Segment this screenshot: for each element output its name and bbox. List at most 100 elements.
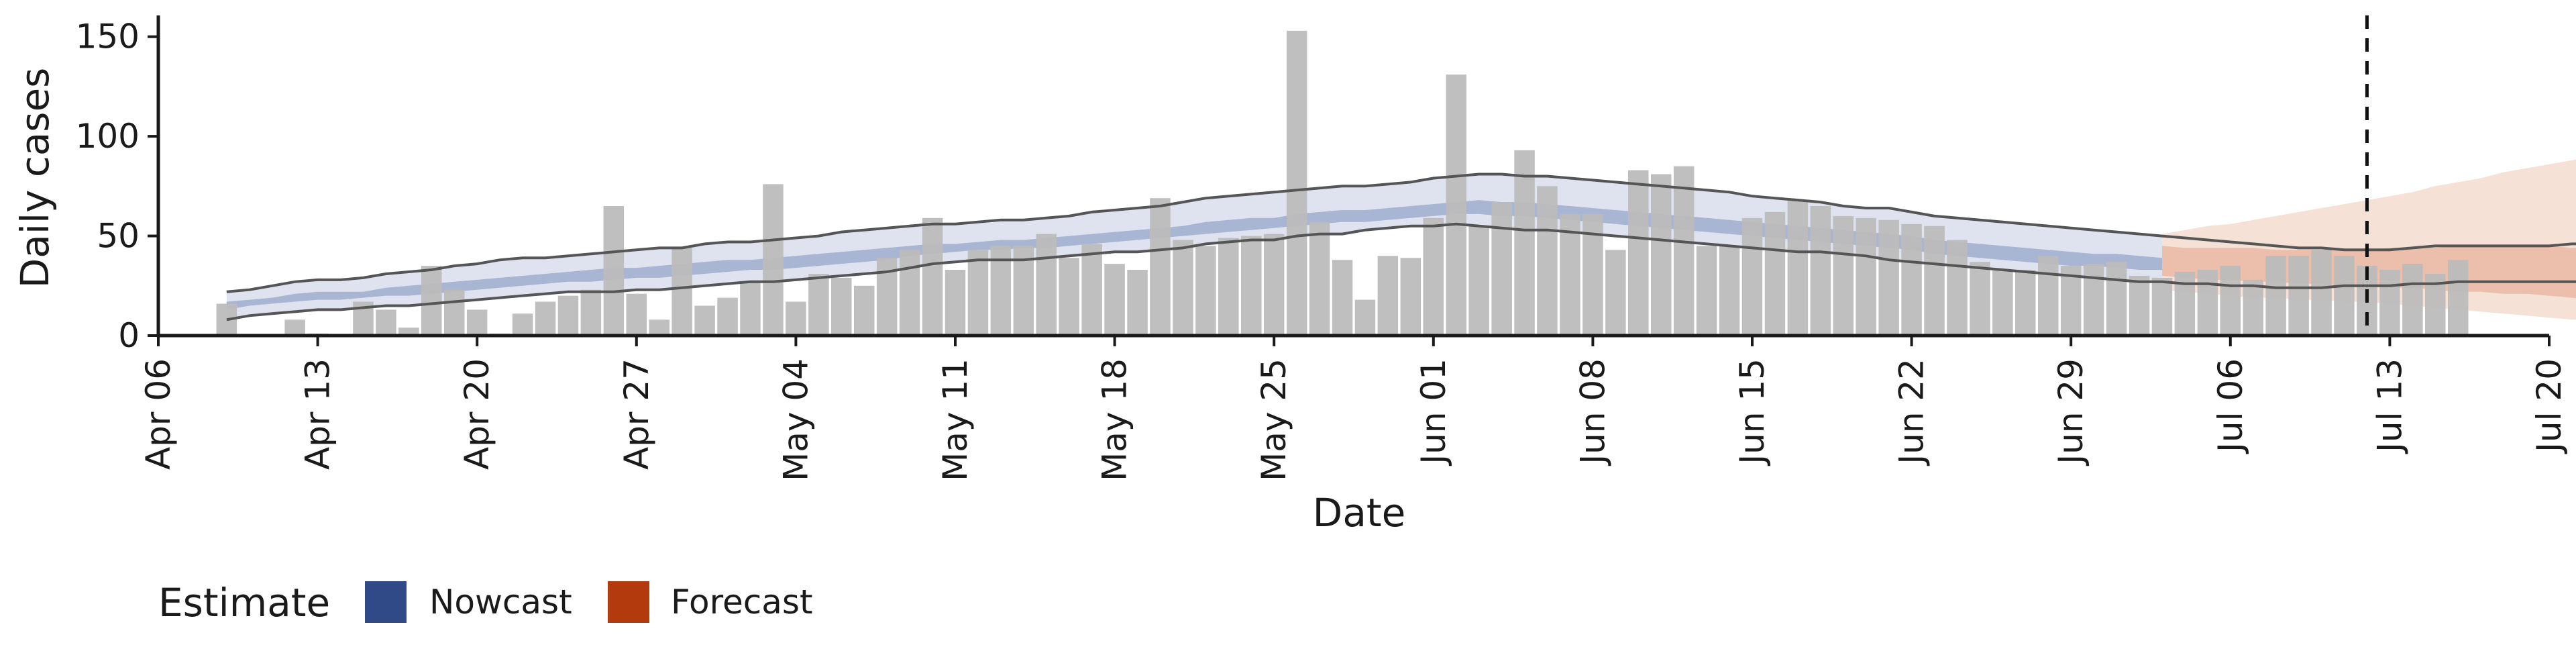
case-bar <box>2448 260 2469 336</box>
case-bar <box>2015 270 2036 336</box>
case-bar <box>1741 217 1763 336</box>
case-bar <box>786 301 806 336</box>
case-bar <box>2265 256 2286 336</box>
x-axis-title: Date <box>1313 490 1406 536</box>
case-bar <box>1696 246 1717 336</box>
estimate-bands <box>226 159 2576 320</box>
case-bar <box>398 328 419 336</box>
case-bar <box>1104 264 1125 336</box>
case-bar <box>444 289 465 336</box>
nowcast-lower-line <box>226 222 2576 321</box>
case-bar <box>1992 270 2013 336</box>
case-bar <box>1150 198 1171 336</box>
case-bar <box>603 206 625 336</box>
case-bar <box>2311 250 2332 336</box>
case-bar <box>1856 217 1876 336</box>
case-bar <box>1241 236 1262 336</box>
x-tick-label: Jun 08 <box>1573 358 1612 466</box>
y-tick-label: 100 <box>76 117 140 156</box>
case-bar <box>2379 270 2400 336</box>
case-bar <box>1651 174 1672 336</box>
case-bar <box>580 289 602 336</box>
case-bar <box>2402 264 2423 336</box>
case-bar <box>672 248 692 336</box>
x-tick-label: Jul 20 <box>2530 358 2569 454</box>
legend: Estimate Nowcast Forecast <box>158 580 813 626</box>
case-bar <box>1400 258 1421 336</box>
case-bar <box>1924 226 1945 336</box>
case-bar <box>1947 240 1968 336</box>
case-bar <box>1787 200 1809 336</box>
plot-area <box>216 15 2576 336</box>
case-bar <box>1263 234 1285 336</box>
nowcast-outer-band <box>226 174 2576 320</box>
x-tick-label: Apr 13 <box>299 358 337 470</box>
case-bar <box>922 217 943 336</box>
x-tick-label: Apr 27 <box>617 358 656 470</box>
case-bar <box>1810 206 1831 336</box>
case-bar <box>2220 266 2241 336</box>
case-bar <box>1468 226 1489 336</box>
y-axis-ticks: 0 50 100 150 <box>76 17 158 355</box>
case-bar <box>284 319 305 336</box>
x-tick-label: May 11 <box>936 358 975 481</box>
case-bar <box>557 295 579 336</box>
case-bar <box>376 309 396 336</box>
case-bar <box>1764 211 1786 336</box>
case-bar <box>763 184 784 336</box>
bound-lines <box>226 172 2576 321</box>
case-bar <box>1195 246 1216 336</box>
case-bar <box>1286 30 1307 336</box>
case-bar <box>626 293 647 336</box>
case-bar <box>1605 250 1626 336</box>
y-tick-label: 0 <box>118 316 140 355</box>
x-tick-label: Apr 06 <box>139 358 178 470</box>
y-tick-label: 50 <box>97 217 140 256</box>
case-bar <box>1833 215 1854 336</box>
x-tick-label: Jun 01 <box>1414 358 1453 466</box>
axes <box>156 15 2549 338</box>
case-bar <box>1970 262 1990 336</box>
x-tick-label: May 04 <box>776 358 815 481</box>
case-bar <box>808 274 829 336</box>
y-tick-label: 150 <box>76 17 140 56</box>
legend-key-forecast <box>608 581 649 623</box>
case-bar <box>1537 186 1558 336</box>
case-bar <box>2083 264 2104 336</box>
case-bar <box>1901 223 1922 336</box>
case-bar <box>1218 238 1239 336</box>
case-bar <box>831 277 852 336</box>
x-tick-label: May 25 <box>1254 358 1293 481</box>
case-bar <box>2334 256 2355 336</box>
case-bar <box>466 309 488 336</box>
case-bar <box>512 313 533 336</box>
case-bar <box>1354 299 1376 336</box>
case-bar <box>1423 217 1444 336</box>
nowcast-inner-band <box>226 200 2576 310</box>
nowcast-upper-line <box>226 172 2576 293</box>
case-bar <box>1127 270 1148 336</box>
case-bar <box>2038 256 2059 336</box>
case-bar <box>2174 272 2196 336</box>
legend-title: Estimate <box>158 580 330 626</box>
case-bar <box>649 319 669 336</box>
x-tick-label: May 18 <box>1095 358 1134 481</box>
case-bar <box>2197 270 2218 336</box>
case-bar <box>2288 256 2309 336</box>
case-bar <box>1719 246 1740 336</box>
case-bar <box>1878 219 1899 336</box>
case-bar <box>1377 256 1399 336</box>
case-bar <box>1446 74 1466 336</box>
case-bar <box>694 305 715 336</box>
case-bar <box>535 301 556 336</box>
case-bar <box>2129 275 2150 336</box>
case-bars <box>216 30 2469 336</box>
x-tick-label: Jul 13 <box>2370 358 2409 454</box>
case-bar <box>1560 213 1580 336</box>
case-bar <box>717 297 738 336</box>
case-bar <box>945 270 966 336</box>
x-tick-label: Jun 15 <box>1733 358 1772 466</box>
x-tick-label: Jun 22 <box>1892 358 1931 466</box>
